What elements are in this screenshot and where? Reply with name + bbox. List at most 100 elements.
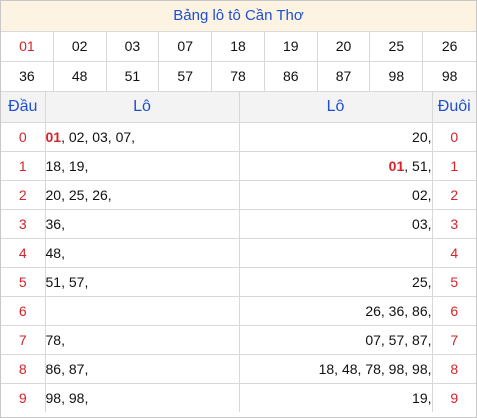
- result-number: 98: [370, 62, 424, 92]
- table-row: 1 18, 19, 01, 51, 1: [1, 151, 476, 181]
- table-row: 0 01, 02, 03, 07, 20, 0: [1, 122, 476, 152]
- lo-number: 01: [45, 129, 62, 145]
- result-numbers-grid: 01 02 03 07 18 19 20 25 26 36 48 51 57 78 86 87 98 98: [1, 32, 476, 92]
- lo-number: 48: [341, 361, 358, 377]
- head-digit: 1: [1, 151, 46, 181]
- lo-number: 48: [45, 245, 62, 261]
- tail-digit: 9: [450, 390, 459, 406]
- lo-number: 01: [388, 158, 405, 174]
- lo-number: 51: [412, 158, 428, 174]
- lo-by-head-cell: 78,: [45, 325, 240, 355]
- header-lo-right: Lô: [239, 92, 433, 123]
- table-title: Bảng lô tô Cần Thơ: [1, 1, 476, 32]
- tail-digit: 6: [432, 296, 476, 326]
- result-number: 86: [264, 62, 318, 92]
- table-row: 8 86, 87, 18, 48, 78, 98, 98, 8: [1, 354, 476, 384]
- tail-digit: 7: [432, 325, 476, 355]
- head-digit: 3: [1, 209, 46, 239]
- lo-by-tail-cell: [239, 238, 433, 268]
- result-number: 07: [159, 32, 213, 62]
- lo-number: 26: [365, 303, 381, 319]
- head-digit: 0: [1, 122, 46, 152]
- lo-number: 25: [412, 274, 428, 290]
- lo-number: 18: [45, 158, 62, 174]
- lo-by-tail-cell: 03,: [239, 209, 433, 239]
- result-number: 03: [106, 32, 160, 62]
- lo-number: 57: [68, 274, 85, 290]
- lo-number: 98: [388, 361, 405, 377]
- table-row: 6 26, 36, 86, 6: [1, 296, 476, 326]
- result-number: 98: [423, 62, 476, 92]
- lo-number: 07: [365, 332, 381, 348]
- lo-by-tail-cell: 07, 57, 87,: [239, 325, 433, 355]
- lo-by-tail-cell: 19,: [239, 383, 433, 412]
- lo-number: 86: [412, 303, 428, 319]
- lo-by-tail-cell: 20,: [239, 122, 433, 152]
- lo-number: 19: [412, 390, 428, 406]
- lo-number: 03: [92, 129, 108, 145]
- lo-number: 02: [68, 129, 85, 145]
- lo-number: 98: [412, 361, 428, 377]
- table-header-row: Đầu Lô Lô Đuôi: [1, 92, 476, 123]
- head-digit: 6: [1, 296, 46, 326]
- tail-digit: 2: [432, 180, 476, 210]
- tail-digit: 3: [432, 209, 476, 239]
- tail-digit: 4: [432, 238, 476, 268]
- result-number: 87: [317, 62, 371, 92]
- lo-by-head-cell: 98, 98,: [45, 383, 240, 412]
- lo-number: 07: [115, 129, 132, 145]
- result-number: 18: [212, 32, 265, 62]
- lo-number: 19: [68, 158, 85, 174]
- lo-by-tail-cell: 18, 48, 78, 98, 98,: [239, 354, 433, 384]
- lo-by-tail-cell: 01, 51,: [239, 151, 433, 181]
- lo-number: 98: [45, 390, 62, 406]
- head-digit: 8: [1, 354, 46, 384]
- head-digit: 9: [1, 383, 46, 412]
- result-number: 25: [370, 32, 424, 62]
- lo-number: 25: [68, 187, 85, 203]
- result-number: 19: [264, 32, 318, 62]
- lo-by-tail-cell: 26, 36, 86,: [239, 296, 433, 326]
- result-number: 26: [423, 32, 476, 62]
- lo-number: 36: [388, 303, 405, 319]
- head-digit: 4: [1, 238, 46, 268]
- lo-number: 02: [412, 187, 428, 203]
- lo-number: 51: [45, 274, 62, 290]
- result-number: 02: [53, 32, 107, 62]
- result-number: 01: [1, 32, 54, 62]
- lo-number: 03: [412, 216, 428, 232]
- lo-number: 18: [318, 361, 335, 377]
- lo-by-head-cell: 86, 87,: [45, 354, 240, 384]
- result-number: 36: [1, 62, 54, 92]
- result-number: 78: [212, 62, 265, 92]
- table-row: 7 78, 07, 57, 87, 7: [1, 325, 476, 355]
- tail-digit: 8: [432, 354, 476, 384]
- lo-number: 98: [68, 390, 85, 406]
- head-digit: 2: [1, 180, 46, 210]
- table-row: 4 48, 4: [1, 238, 476, 268]
- lo-number: 87: [412, 332, 428, 348]
- table-row: 5 51, 57, 25, 5: [1, 267, 476, 297]
- lo-number: 36: [45, 216, 62, 232]
- result-number: 57: [159, 62, 213, 92]
- lo-by-head-cell: 01, 02, 03, 07,: [45, 122, 240, 152]
- result-number: 20: [317, 32, 371, 62]
- lo-number: 86: [45, 361, 62, 377]
- lo-number: 78: [365, 361, 381, 377]
- tail-digit: 5: [432, 267, 476, 297]
- lo-number: 57: [388, 332, 405, 348]
- result-number: 51: [106, 62, 160, 92]
- lo-by-head-cell: 48,: [45, 238, 240, 268]
- lo-number: 87: [68, 361, 85, 377]
- table-row: 3 36, 03, 3: [1, 209, 476, 239]
- tail-digit: 1: [432, 151, 476, 181]
- result-number: 48: [53, 62, 107, 92]
- header-lo-left: Lô: [45, 92, 240, 123]
- lo-by-head-cell: 20, 25, 26,: [45, 180, 240, 210]
- tail-digit: 0: [432, 122, 476, 152]
- header-dau: Đầu: [1, 92, 46, 123]
- head-tail-table: Đầu Lô Lô Đuôi 0 01, 02, 03, 07, 20, 0 1 18, …: [1, 92, 476, 412]
- lo-by-head-cell: [45, 296, 240, 326]
- header-duoi: Đuôi: [432, 92, 476, 123]
